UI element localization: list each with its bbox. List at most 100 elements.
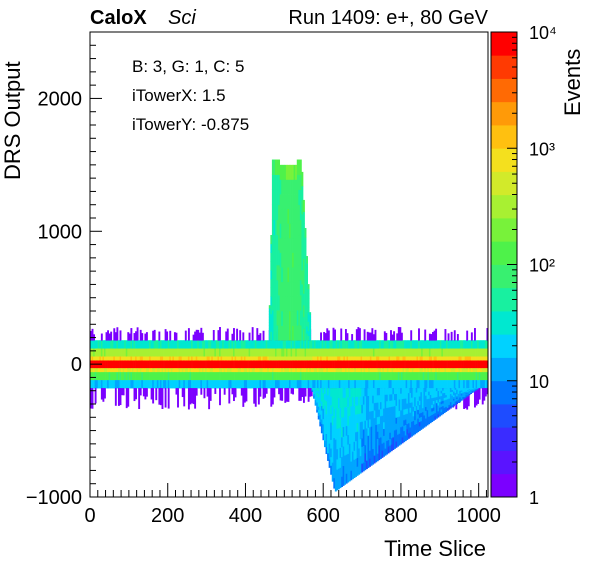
heatmap-cell (386, 340, 389, 349)
heatmap-cell (225, 360, 228, 369)
heatmap-cell (348, 415, 351, 426)
heatmap-cell (407, 413, 410, 419)
heatmap-cell (444, 329, 447, 341)
heatmap-cell (250, 348, 253, 357)
heatmap-cell (324, 372, 327, 381)
heatmap-cell (309, 319, 312, 322)
z-tick-label: 10³ (529, 139, 555, 159)
heatmap-cell (304, 302, 307, 313)
heatmap-cell (388, 372, 391, 381)
heatmap-cell (276, 295, 279, 311)
heatmap-cell (350, 461, 353, 472)
heatmap-cell (175, 332, 178, 341)
heatmap-cell (377, 372, 380, 381)
heatmap-cell (117, 388, 120, 406)
heatmap-cell (377, 360, 380, 369)
heatmap-cell (361, 421, 364, 431)
heatmap-cell (470, 391, 473, 393)
info-line: iTowerY: -0.875 (132, 115, 249, 134)
heatmap-cell (248, 348, 251, 357)
heatmap-cell (320, 406, 323, 411)
heatmap-cell (116, 380, 119, 389)
heatmap-cell (285, 368, 288, 373)
heatmap-cell (382, 372, 385, 381)
heatmap-cell (421, 380, 424, 389)
heatmap-cell (362, 356, 364, 361)
heatmap-cell (93, 368, 96, 373)
heatmap-cell (279, 388, 282, 401)
heatmap-cell (344, 397, 347, 408)
heatmap-cell (385, 368, 388, 373)
heatmap-cell (223, 372, 226, 381)
heatmap-cell (325, 401, 328, 409)
heatmap-cell (240, 388, 243, 396)
heatmap-cell (348, 340, 350, 349)
heatmap-cell (187, 360, 190, 369)
heatmap-cell (270, 372, 273, 381)
heatmap-cell (287, 281, 290, 297)
heatmap-cell (259, 380, 262, 389)
heatmap-cell (388, 348, 391, 357)
heatmap-cell (397, 388, 399, 395)
heatmap-cell (217, 348, 220, 357)
heatmap-cell (353, 432, 356, 443)
heatmap-cell (318, 380, 321, 389)
heatmap-cell (116, 368, 119, 373)
heatmap-cell (334, 429, 337, 440)
heatmap-cell (228, 356, 231, 361)
heatmap-cell (282, 267, 285, 283)
heatmap-cell (376, 380, 378, 389)
heatmap-cell (158, 331, 161, 341)
heatmap-cell (226, 340, 229, 349)
heatmap-cell (335, 340, 338, 349)
heatmap-cell (468, 390, 471, 392)
heatmap-cell (459, 392, 462, 394)
heatmap-cell (325, 427, 328, 435)
heatmap-cell (127, 388, 130, 407)
heatmap-cell (414, 401, 417, 407)
heatmap-cell (408, 340, 411, 349)
heatmap-cell (167, 388, 170, 409)
heatmap-cell (215, 356, 218, 361)
heatmap-cell (248, 356, 251, 361)
heatmap-cell (200, 380, 203, 389)
heatmap-cell (390, 388, 393, 395)
heatmap-cell (484, 368, 487, 373)
heatmap-cell (191, 340, 193, 349)
heatmap-cell (299, 356, 302, 361)
heatmap-cell (205, 380, 207, 389)
heatmap-cell (439, 402, 441, 406)
heatmap-cell (113, 380, 116, 389)
heatmap-cell (404, 435, 407, 442)
heatmap-cell (348, 406, 351, 417)
heatmap-cell (423, 419, 426, 424)
x-tick-label: 600 (307, 505, 340, 527)
heatmap-cell (393, 380, 396, 389)
heatmap-cell (390, 444, 393, 452)
heatmap-cell (261, 356, 263, 361)
heatmap-cell (391, 334, 394, 341)
heatmap-cell (256, 356, 259, 361)
heatmap-cell (105, 356, 108, 361)
heatmap-cell (421, 392, 424, 397)
heatmap-cell (417, 396, 420, 402)
heatmap-cell (243, 372, 246, 381)
heatmap-cell (295, 267, 298, 283)
heatmap-cell (203, 368, 206, 373)
heatmap-cell (91, 372, 94, 381)
heatmap-cell (397, 440, 399, 447)
heatmap-cell (264, 356, 267, 361)
heatmap-cell (469, 360, 472, 369)
heatmap-cell (340, 380, 343, 389)
heatmap-cell (389, 400, 392, 408)
heatmap-cell (147, 348, 150, 357)
heatmap-cell (342, 466, 345, 477)
heatmap-cell (439, 348, 442, 357)
heatmap-cell (435, 360, 438, 369)
heatmap-cell (374, 348, 377, 357)
heatmap-cell (290, 368, 293, 373)
heatmap-cell (344, 348, 347, 357)
heatmap-cell (486, 368, 489, 373)
heatmap-cell (466, 388, 469, 410)
heatmap-cell (200, 356, 203, 361)
